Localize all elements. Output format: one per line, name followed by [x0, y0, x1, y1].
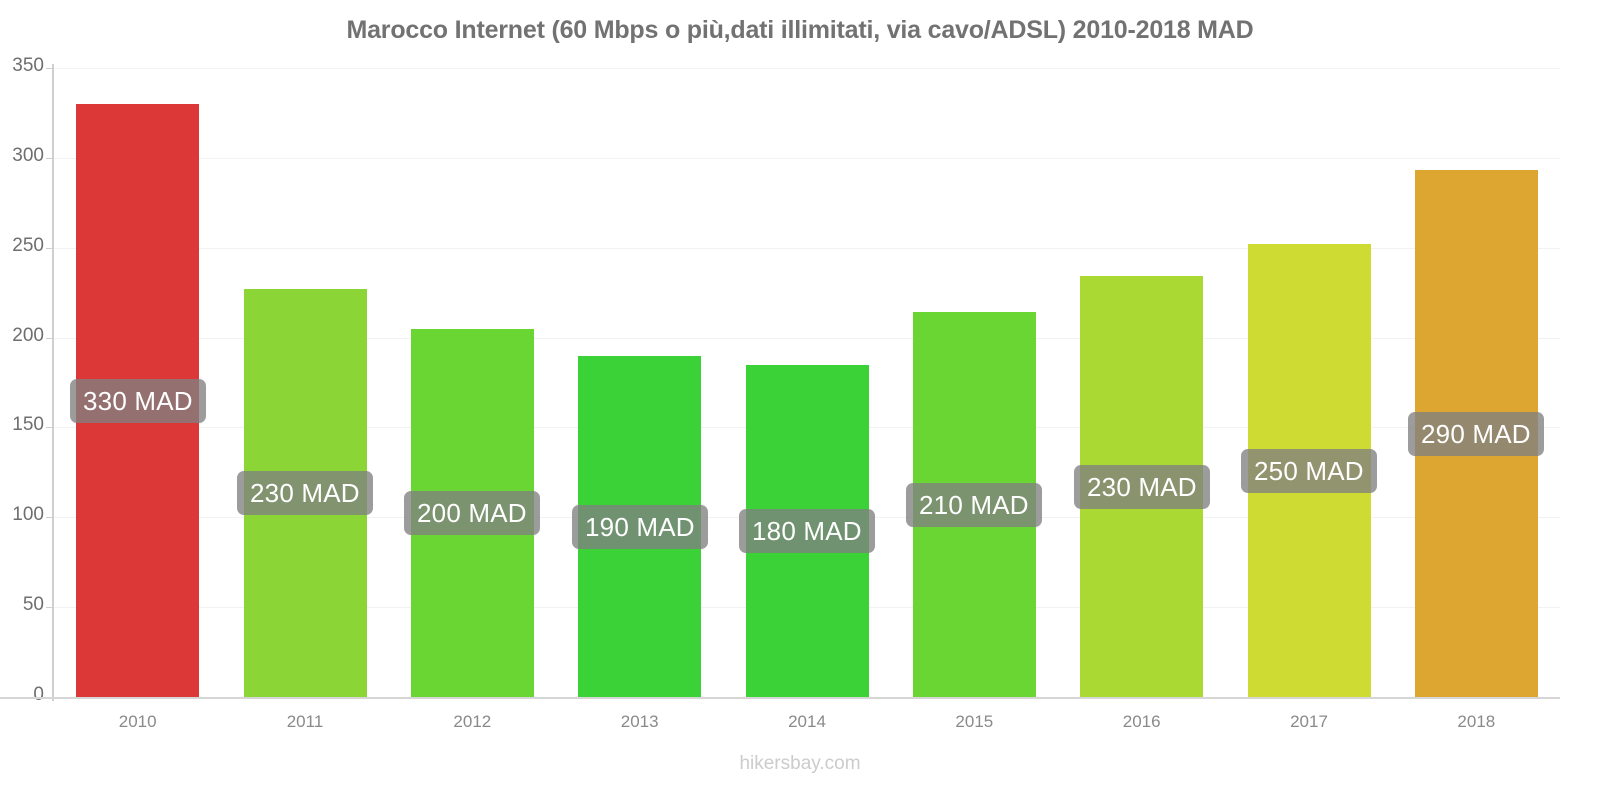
y-tick-label: 50	[22, 594, 44, 616]
y-tick-label: 0	[33, 684, 44, 705]
bar-value-label: 250 MAD	[1241, 449, 1377, 493]
x-tick-label-2011: 2011	[286, 712, 324, 731]
bar-value-label: 200 MAD	[404, 491, 540, 535]
y-axis-line	[52, 64, 54, 701]
gridline	[54, 338, 1560, 339]
x-tick-label-2013: 2013	[620, 712, 659, 731]
y-tick-label: 350	[12, 55, 44, 76]
x-tick-label-2016: 2016	[1122, 712, 1161, 731]
y-tick-label: 300	[12, 144, 44, 166]
y-tick-label: 150	[12, 414, 44, 436]
chart-title: Marocco Internet (60 Mbps o più,dati ill…	[346, 16, 1254, 44]
x-tick-label-2015: 2015	[955, 712, 994, 731]
y-tick-label: 100	[12, 504, 44, 526]
bar-value-label: 330 MAD	[70, 379, 206, 423]
y-tick-mark	[46, 517, 54, 518]
bar-value-label: 190 MAD	[572, 505, 708, 549]
bar-value-label: 230 MAD	[237, 471, 373, 515]
y-tick-mark	[46, 68, 54, 69]
x-tick-label-2012: 2012	[453, 712, 492, 731]
y-tick-mark	[46, 607, 54, 608]
bar-value-label: 290 MAD	[1408, 412, 1544, 456]
y-tick-mark	[46, 158, 54, 159]
x-tick-label-2010: 2010	[118, 712, 157, 731]
y-tick-label: 200	[12, 324, 44, 346]
bar-value-label: 180 MAD	[739, 509, 875, 553]
y-tick-mark	[46, 338, 54, 339]
x-tick-label-2018: 2018	[1457, 712, 1496, 731]
gridline	[54, 68, 1560, 69]
y-tick-mark	[46, 427, 54, 428]
x-tick-label-2017: 2017	[1290, 712, 1328, 731]
bar-value-label: 210 MAD	[906, 483, 1042, 527]
gridline	[54, 248, 1560, 249]
x-axis-line	[0, 697, 1560, 699]
x-tick-label-2014: 2014	[788, 712, 826, 731]
footer-credit: hikersbay.com	[739, 753, 861, 774]
gridline	[54, 158, 1560, 159]
bar-value-label: 230 MAD	[1074, 465, 1210, 509]
y-tick-label: 250	[12, 234, 44, 256]
y-tick-mark	[46, 248, 54, 249]
